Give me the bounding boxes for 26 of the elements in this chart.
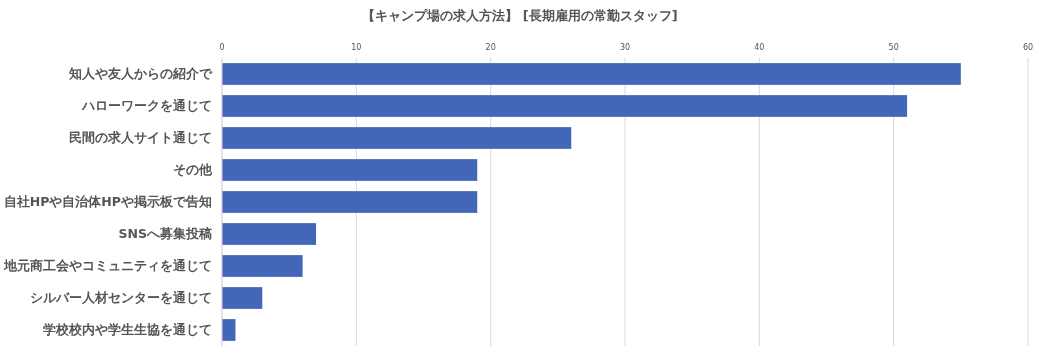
y-tick-label: 民間の求人サイト通じて <box>69 130 212 145</box>
y-tick-label: 自社HPや自治体HPや掲示板で告知 <box>3 194 212 209</box>
x-tick-label: 60 <box>1022 43 1034 52</box>
bar <box>222 287 263 309</box>
y-tick-label: 知人や友人からの紹介で <box>68 66 213 81</box>
x-tick-label: 50 <box>888 43 899 52</box>
bar <box>222 63 961 85</box>
bar <box>222 223 317 245</box>
x-tick-label: 40 <box>754 43 765 52</box>
bar <box>222 191 478 213</box>
bar <box>222 319 236 341</box>
bar <box>222 159 478 181</box>
bar <box>222 255 303 277</box>
y-tick-label: その他 <box>173 162 213 177</box>
y-tick-label: シルバー人材センターを通じて <box>30 290 212 305</box>
y-tick-label: ハローワークを通じて <box>81 98 212 113</box>
x-tick-label: 0 <box>219 43 225 52</box>
y-tick-label: SNSへ募集投稿 <box>118 226 212 241</box>
x-tick-label: 20 <box>485 43 496 52</box>
bar <box>222 95 908 117</box>
bar <box>222 127 572 149</box>
y-tick-label: 地元商工会やコミュニティを通じて <box>3 258 212 273</box>
x-tick-label: 10 <box>351 43 362 52</box>
chart-title: 【キャンプ場の求人方法】 [長期雇用の常勤スタッフ] <box>362 8 678 23</box>
x-tick-label: 30 <box>619 43 631 52</box>
y-tick-label: 学校校内や学生生協を通じて <box>43 322 212 337</box>
